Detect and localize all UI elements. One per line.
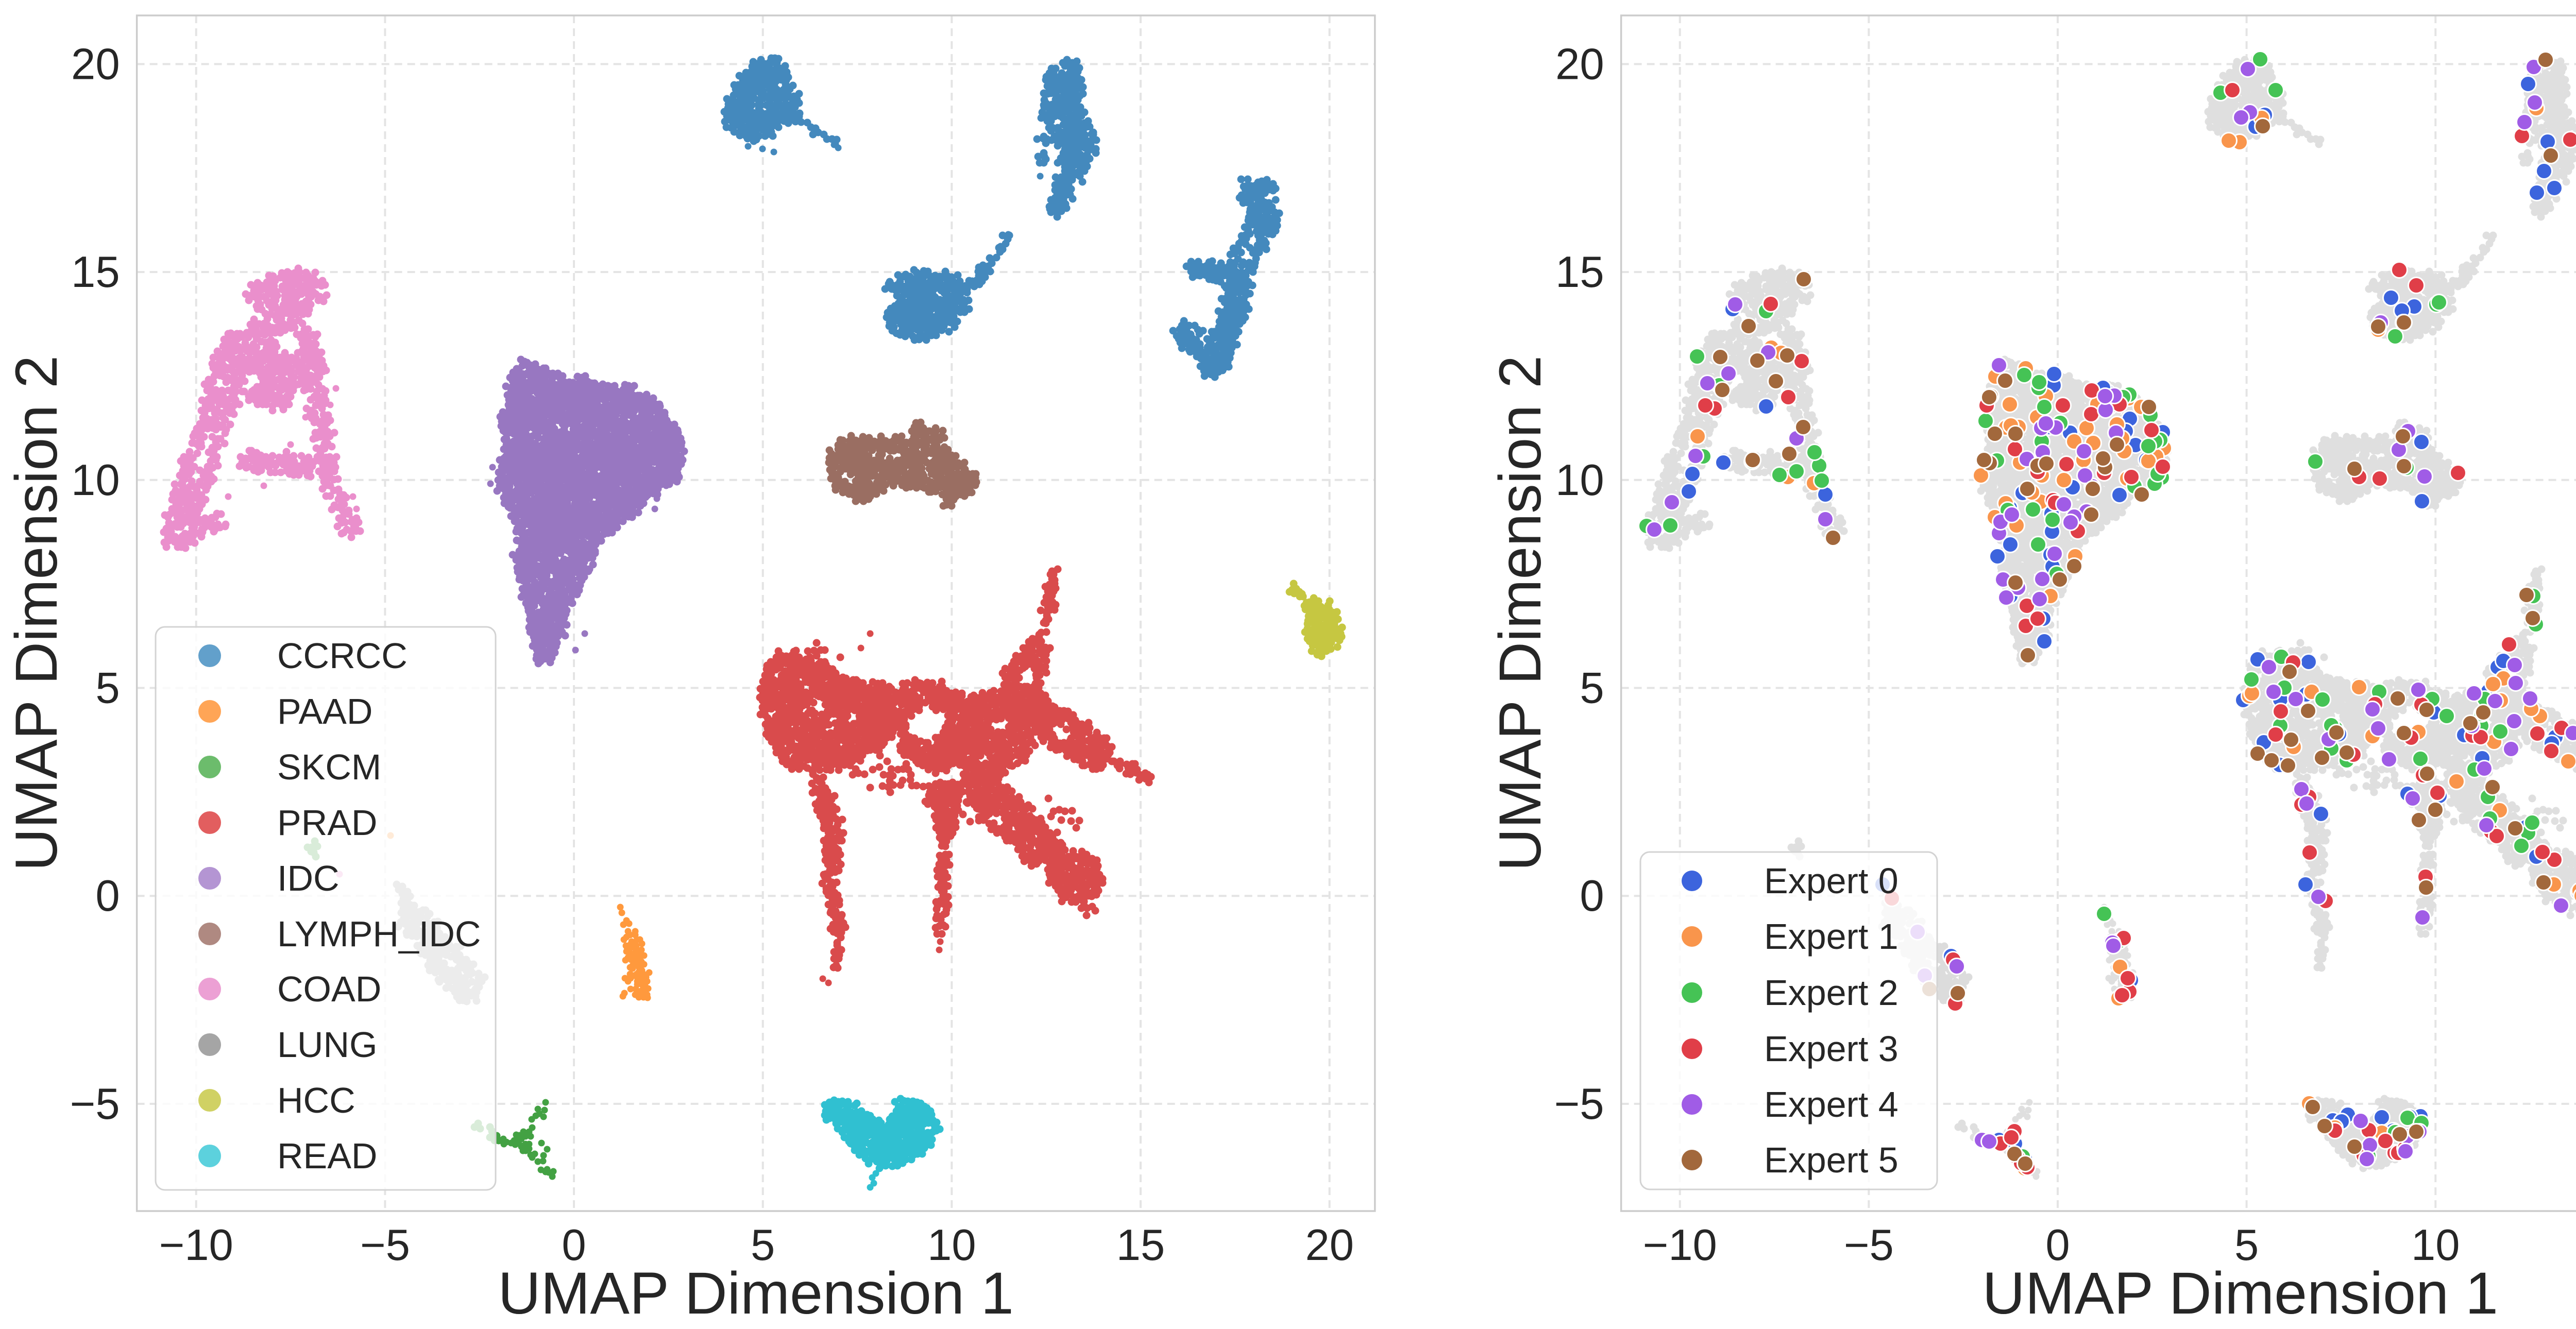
svg-text:0: 0 — [95, 872, 120, 921]
svg-text:5: 5 — [95, 664, 120, 713]
svg-text:PAAD: PAAD — [277, 691, 372, 731]
svg-text:20: 20 — [1555, 40, 1604, 89]
svg-text:READ: READ — [277, 1136, 377, 1176]
svg-text:Expert 1: Expert 1 — [1764, 916, 1899, 957]
svg-text:20: 20 — [1305, 1221, 1354, 1270]
svg-text:UMAP Dimension 2: UMAP Dimension 2 — [1487, 355, 1553, 871]
svg-text:−10: −10 — [1643, 1221, 1717, 1270]
svg-text:Expert 3: Expert 3 — [1764, 1029, 1899, 1069]
svg-text:HCC: HCC — [277, 1080, 355, 1120]
svg-text:−5: −5 — [1554, 1080, 1604, 1129]
svg-text:−5: −5 — [70, 1080, 120, 1129]
svg-text:CCRCC: CCRCC — [277, 636, 408, 676]
svg-text:IDC: IDC — [277, 858, 340, 898]
svg-text:UMAP Dimension 2: UMAP Dimension 2 — [4, 355, 70, 871]
svg-text:−5: −5 — [1844, 1221, 1894, 1270]
svg-text:5: 5 — [1580, 664, 1604, 713]
svg-text:10: 10 — [927, 1221, 976, 1270]
svg-text:UMAP Dimension 1: UMAP Dimension 1 — [498, 1260, 1013, 1326]
svg-text:COAD: COAD — [277, 969, 381, 1009]
svg-text:Expert 5: Expert 5 — [1764, 1140, 1899, 1180]
svg-text:15: 15 — [71, 248, 120, 297]
svg-text:PRAD: PRAD — [277, 803, 377, 843]
svg-text:10: 10 — [71, 456, 120, 505]
svg-text:Expert 0: Expert 0 — [1764, 861, 1899, 901]
svg-text:15: 15 — [1116, 1221, 1165, 1270]
svg-text:0: 0 — [1580, 872, 1604, 921]
svg-text:Expert 2: Expert 2 — [1764, 973, 1899, 1013]
svg-text:LUNG: LUNG — [277, 1025, 377, 1065]
svg-text:SKCM: SKCM — [277, 747, 381, 787]
svg-text:0: 0 — [562, 1221, 586, 1270]
svg-text:5: 5 — [2234, 1221, 2259, 1270]
svg-text:10: 10 — [2411, 1221, 2460, 1270]
svg-text:UMAP Dimension 1: UMAP Dimension 1 — [1982, 1260, 2498, 1326]
svg-text:Expert 4: Expert 4 — [1764, 1084, 1899, 1124]
svg-text:20: 20 — [71, 40, 120, 89]
svg-text:−10: −10 — [159, 1221, 233, 1270]
svg-text:LYMPH_IDC: LYMPH_IDC — [277, 914, 481, 954]
svg-text:15: 15 — [1555, 248, 1604, 297]
svg-text:−5: −5 — [360, 1221, 410, 1270]
svg-text:0: 0 — [2045, 1221, 2070, 1270]
svg-text:10: 10 — [1555, 456, 1604, 505]
svg-text:5: 5 — [751, 1221, 775, 1270]
